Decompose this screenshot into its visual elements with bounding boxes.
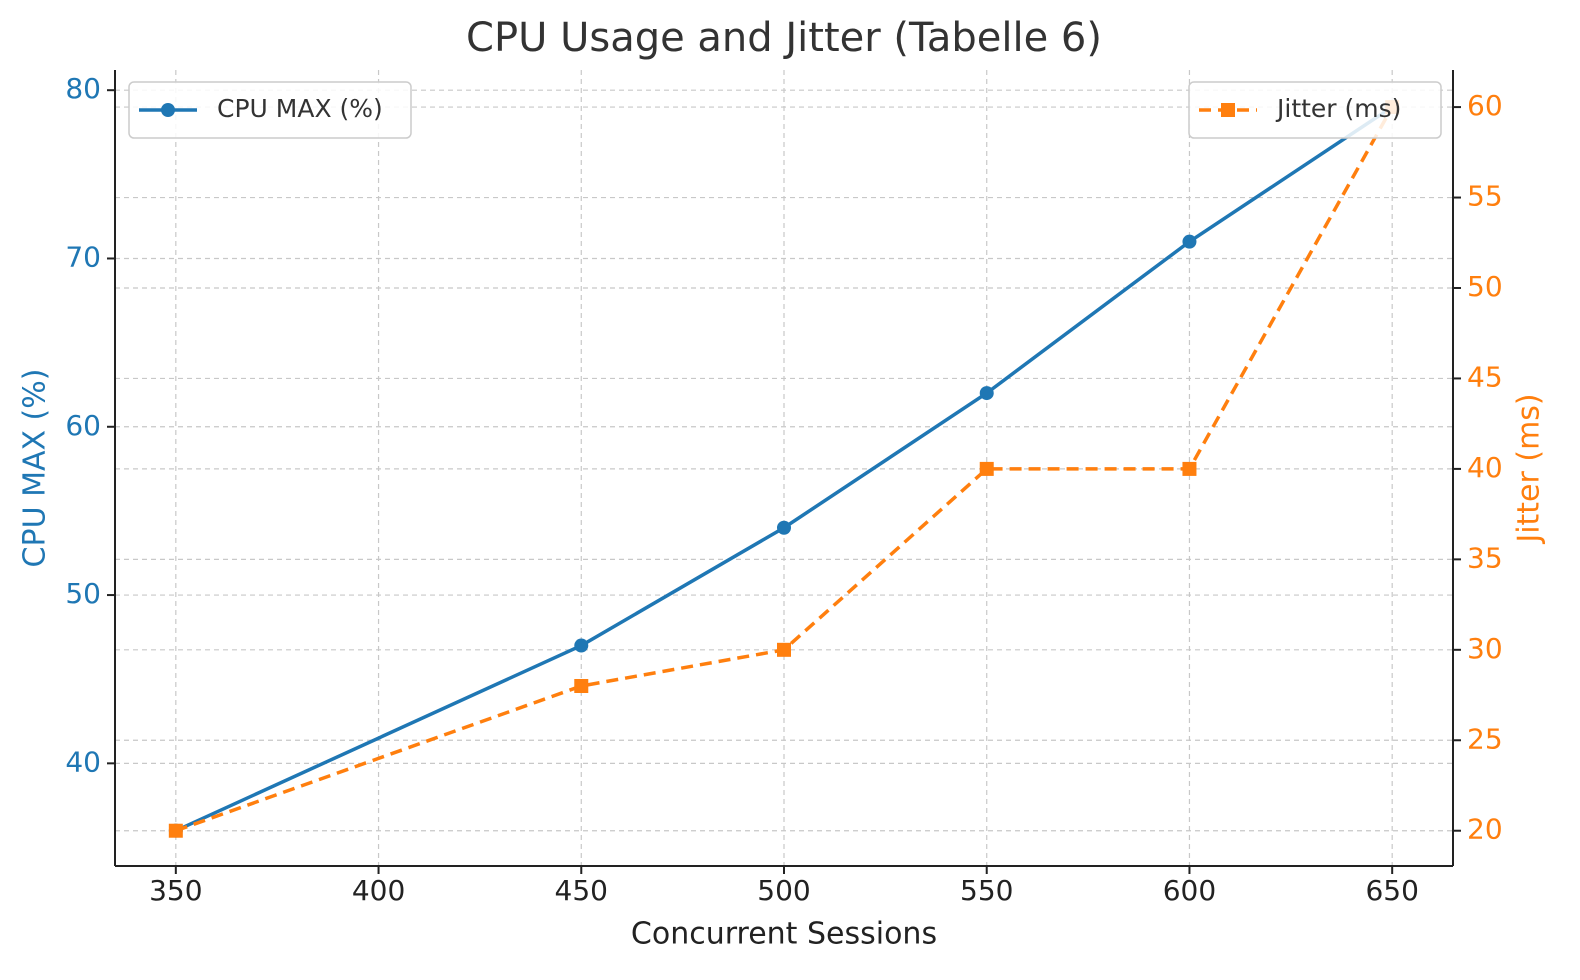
chart-title: CPU Usage and Jitter (Tabelle 6) [466, 15, 1102, 61]
y-tick-label: 60 [65, 409, 101, 442]
data-point [574, 678, 589, 693]
y2-axis-label: Jitter (ms) [1512, 393, 1547, 544]
series-line [175, 105, 1394, 833]
series-line [175, 106, 1394, 833]
legend-frame [1188, 81, 1442, 139]
y2-tick-label: 30 [1467, 632, 1503, 665]
y-tick-label: 80 [65, 72, 101, 105]
data-point [777, 520, 791, 535]
x-tick-label: 550 [960, 874, 1013, 907]
y-axis-label: CPU MAX (%) [18, 369, 53, 568]
legend-marker [1221, 103, 1235, 117]
y-tick-label: 70 [65, 240, 101, 273]
x-tick-label: 650 [1365, 874, 1418, 907]
y-tick-label: 40 [65, 745, 101, 778]
x-tick-label: 450 [555, 874, 608, 907]
legend-label: Jitter (ms) [1275, 94, 1401, 123]
data-point [574, 638, 589, 653]
legend: CPU MAX (%) [128, 81, 412, 139]
data-point [979, 461, 994, 476]
x-axis-label: Concurrent Sessions [631, 917, 937, 952]
y2-tick-label: 25 [1467, 722, 1503, 755]
data-point [168, 823, 183, 838]
x-tick-label: 600 [1163, 874, 1216, 907]
y2-tick-label: 20 [1467, 813, 1503, 846]
legend-label: CPU MAX (%) [217, 94, 383, 123]
y2-tick-label: 35 [1467, 541, 1503, 574]
legend-frame [128, 81, 412, 139]
y2-tick-label: 55 [1467, 180, 1503, 213]
x-tick-label: 500 [757, 874, 810, 907]
y2-tick-label: 50 [1467, 270, 1503, 303]
x-tick-label: 400 [352, 874, 405, 907]
data-point [979, 386, 994, 401]
data-point [777, 642, 791, 657]
y2-tick-label: 40 [1467, 451, 1503, 484]
legend: Jitter (ms) [1188, 81, 1442, 139]
legend-marker [161, 103, 175, 117]
y-tick-label: 50 [65, 577, 101, 610]
y2-tick-label: 45 [1467, 360, 1503, 393]
y2-tick-label: 60 [1467, 89, 1503, 122]
data-point [1182, 461, 1197, 476]
x-tick-label: 350 [149, 874, 202, 907]
data-point [1182, 234, 1197, 249]
